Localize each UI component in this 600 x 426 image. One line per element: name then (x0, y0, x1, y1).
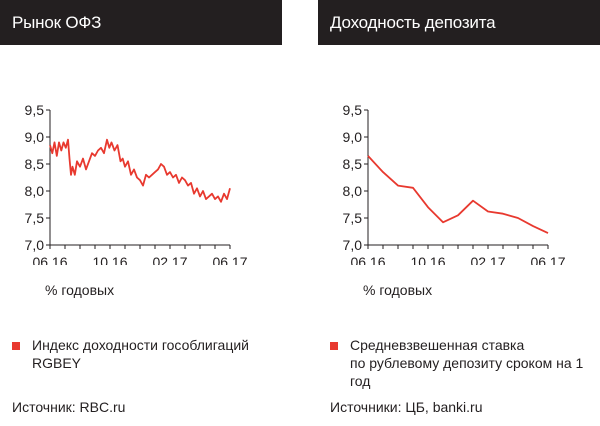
x-tick-label: 10.16 (92, 254, 127, 265)
x-tick-label: 06.17 (530, 254, 565, 265)
panel-title: Рынок ОФЗ (0, 0, 282, 45)
source-note: Источник: RBC.ru (12, 399, 126, 415)
y-unit-label: % годовых (363, 282, 433, 298)
panel-title: Доходность депозита (318, 0, 600, 45)
ofz-market-panel: Рынок ОФЗ 9,5 9,0 8,5 8,0 7,5 7,0 06.16 10.16 02… (0, 0, 282, 426)
series-line (367, 155, 549, 234)
y-tick-label: 7,0 (343, 237, 363, 253)
legend: Средневзвешенная ставка по рублевому деп… (330, 336, 600, 390)
ofz-yield-chart: 9,5 9,0 8,5 8,0 7,5 7,006.16 10.16 02.17 06.17 (25, 102, 248, 265)
y-tick-label: 7,5 (25, 210, 45, 226)
x-tick-label: 06.16 (350, 254, 385, 265)
y-tick-label: 7,5 (343, 210, 363, 226)
y-tick-label: 8,5 (343, 156, 363, 172)
legend-label: Индекс доходности гособлигаций RGBEY (32, 337, 249, 371)
legend-marker (12, 342, 20, 350)
legend-label-line1: Средневзвешенная ставка (350, 337, 525, 353)
y-tick-label: 9,5 (25, 102, 45, 118)
source-note: Источники: ЦБ, banki.ru (330, 399, 483, 415)
legend-marker (330, 342, 338, 350)
x-tick-label: 10.16 (410, 254, 445, 265)
y-tick-label: 9,0 (343, 129, 363, 145)
legend: Индекс доходности гособлигаций RGBEY (12, 336, 282, 372)
deposit-yield-panel: Доходность депозита 9,5 9,0 8,5 8,0 7,5 7,0 06… (318, 0, 600, 426)
y-tick-label: 9,5 (343, 102, 363, 118)
series-line (49, 138, 231, 203)
legend-label-line2: по рублевому депозиту сроком на 1 год (350, 355, 584, 389)
y-tick-label: 7,0 (25, 237, 45, 253)
y-tick-label: 8,5 (25, 156, 45, 172)
x-tick-label: 02.17 (152, 254, 187, 265)
y-tick-label: 9,0 (25, 129, 45, 145)
x-tick-label: 06.16 (32, 254, 67, 265)
y-unit-label: % годовых (45, 282, 115, 298)
y-tick-label: 8,0 (343, 183, 363, 199)
deposit-rate-chart: 9,5 9,0 8,5 8,0 7,5 7,006.16 10.16 02.17 06.17 (343, 102, 566, 265)
y-tick-label: 8,0 (25, 183, 45, 199)
x-tick-label: 06.17 (212, 254, 247, 265)
x-tick-label: 02.17 (470, 254, 505, 265)
